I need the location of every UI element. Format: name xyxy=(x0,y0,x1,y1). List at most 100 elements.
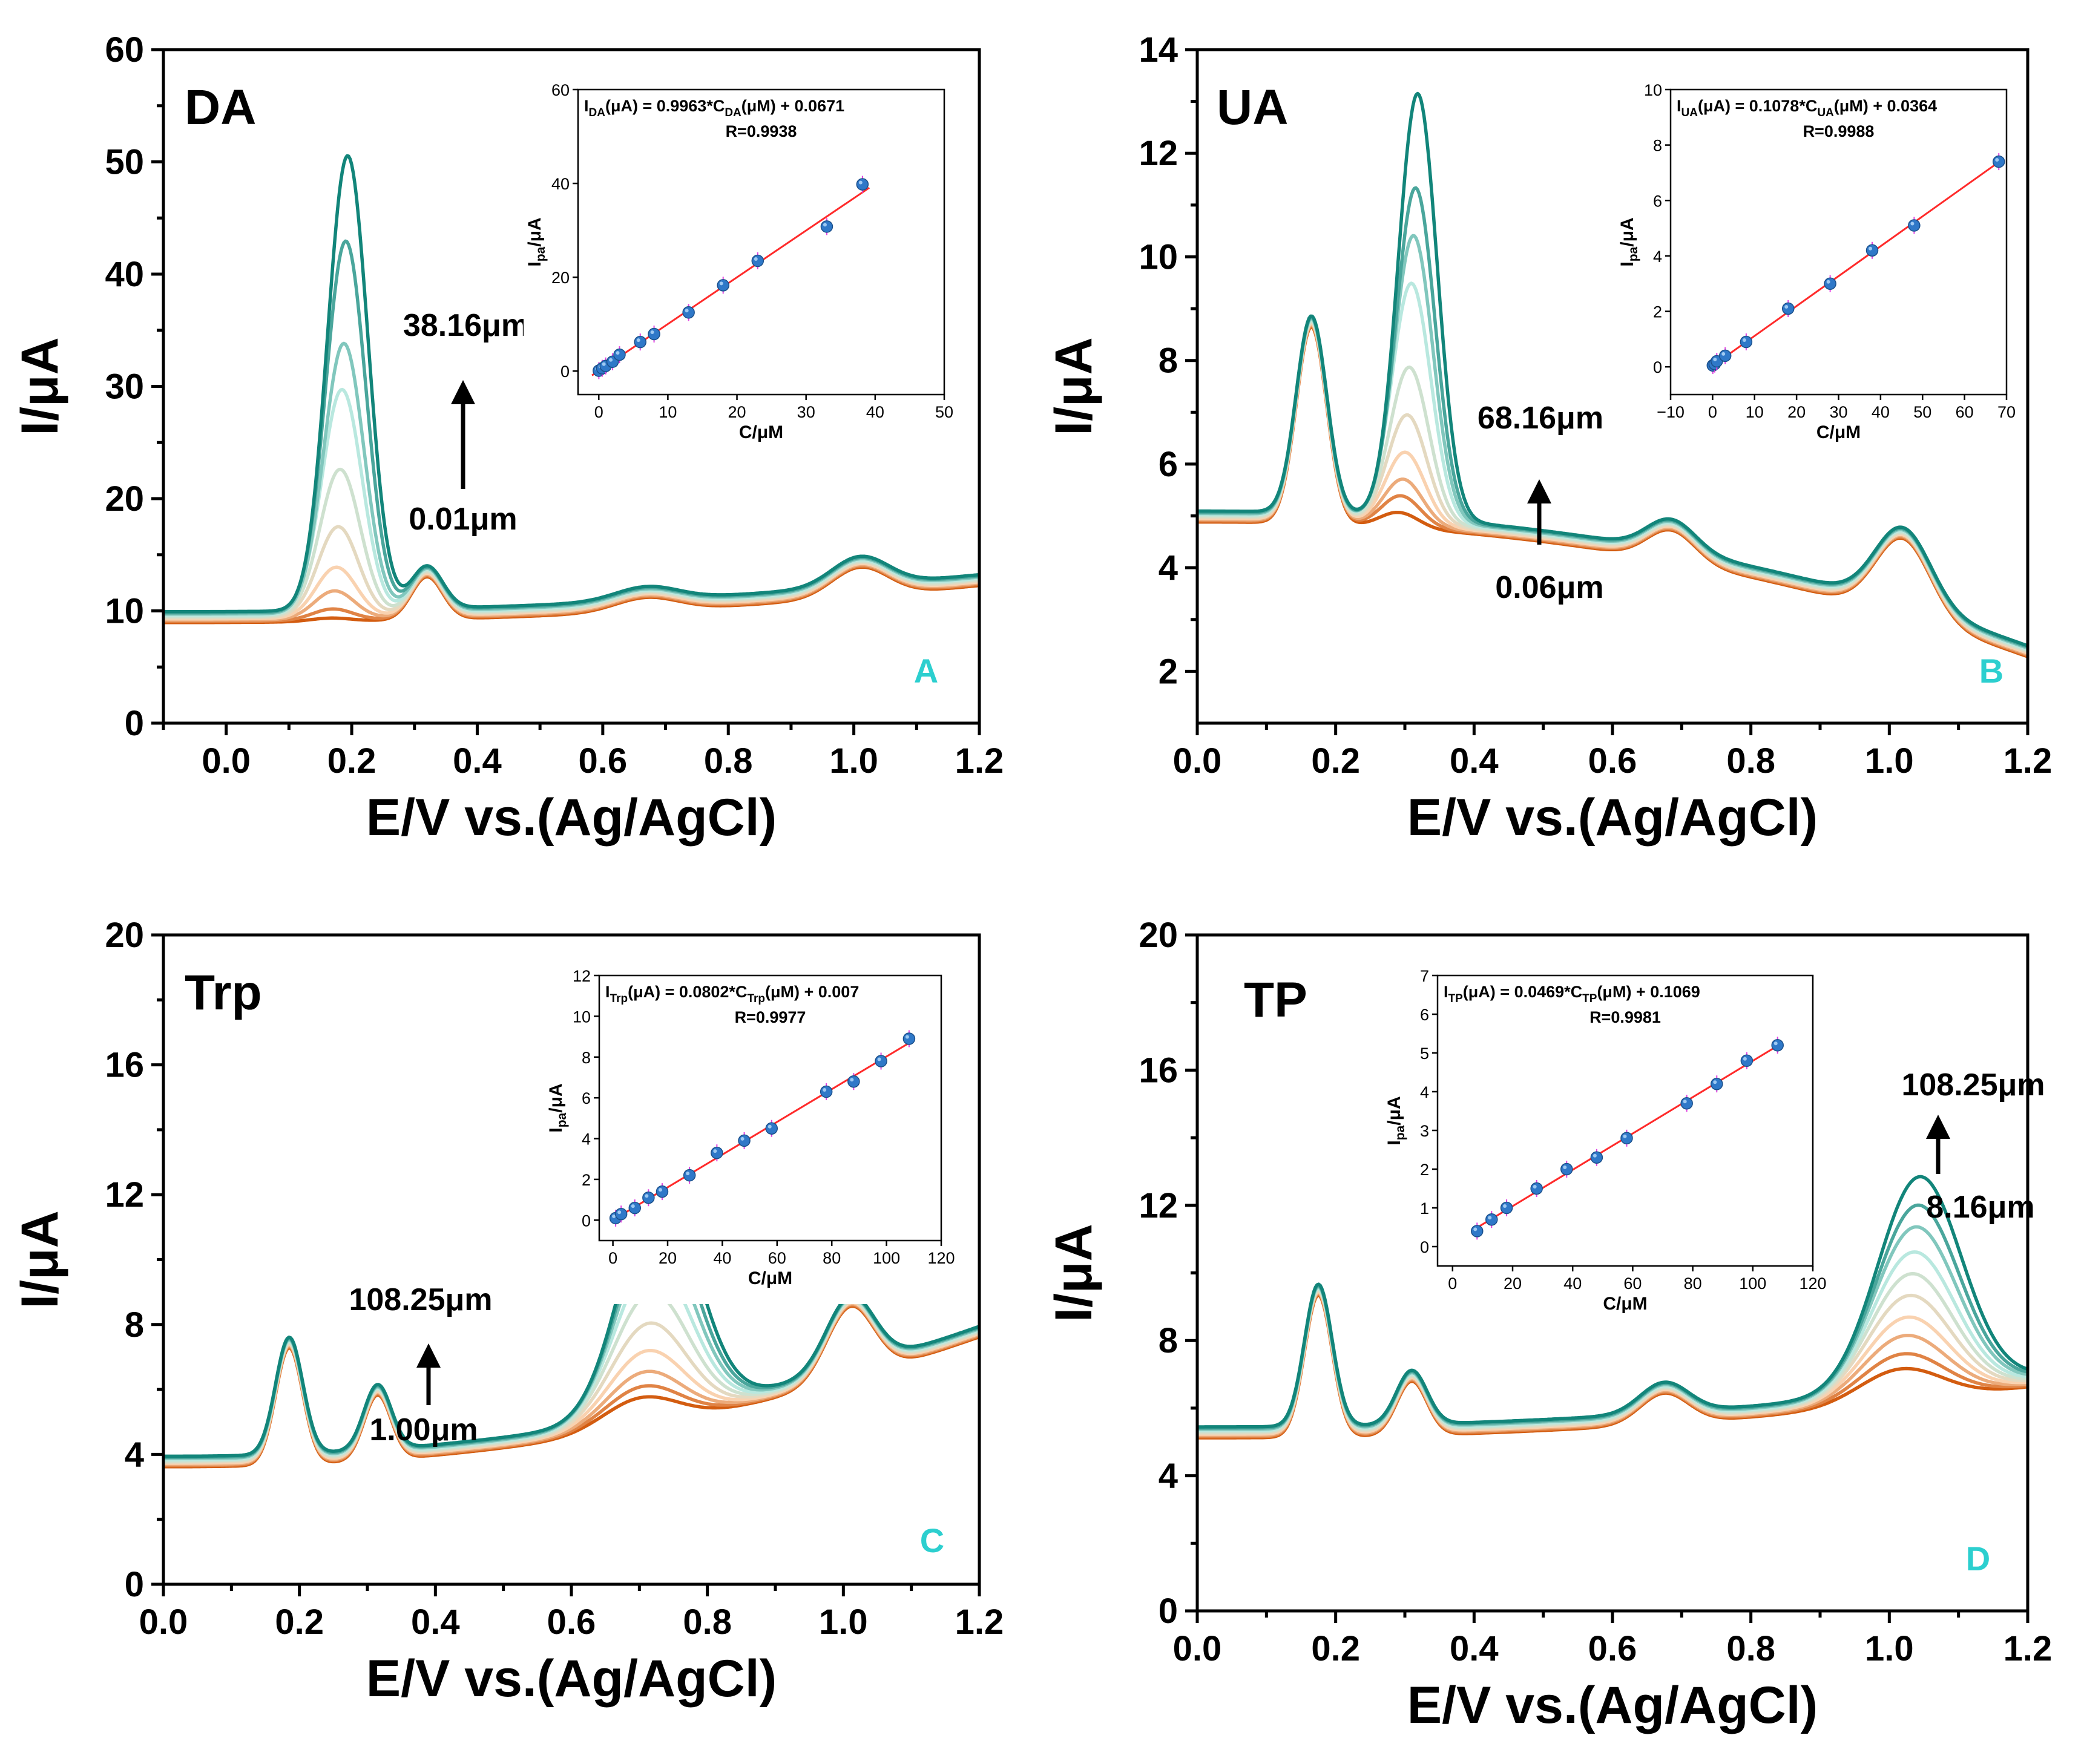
inset-x-tick-label: 60 xyxy=(1956,403,1974,421)
inset-data-point xyxy=(1590,1151,1603,1164)
concentration-low-label: 1.00μm xyxy=(369,1412,478,1448)
inset-y-axis-label: Ipa/μA xyxy=(1384,1096,1407,1145)
inset-point-highlight xyxy=(768,1124,772,1129)
inset-data-point xyxy=(1824,277,1836,290)
inset-ylabel-sub: pa xyxy=(1626,246,1640,261)
inset-data-point xyxy=(1711,1077,1723,1090)
x-tick-label: 0.6 xyxy=(1588,741,1637,781)
inset-y-tick-label: 3 xyxy=(1420,1122,1429,1140)
inset-data-point xyxy=(765,1122,778,1135)
inset-equation-part: DA xyxy=(725,107,741,119)
inset-y-tick-label: 10 xyxy=(573,1008,591,1026)
inset-point-highlight xyxy=(1593,1153,1597,1158)
inset-point-highlight xyxy=(823,1088,827,1092)
voltammogram-curves xyxy=(1197,1175,2028,1440)
inset-data-point xyxy=(1485,1213,1498,1226)
inset-frame xyxy=(1436,974,1814,1267)
inset-x-tick-label: 20 xyxy=(1504,1274,1522,1293)
inset-equation-part: (μM) + 0.007 xyxy=(765,983,859,1001)
inset-x-tick-label: 100 xyxy=(1739,1274,1766,1293)
inset-ylabel-main: I xyxy=(546,1127,566,1132)
inset-point-highlight xyxy=(602,362,606,366)
inset-point-highlight xyxy=(1743,1057,1747,1061)
x-axis-label: E/V vs.(Ag/AgCl) xyxy=(366,789,777,847)
inset-data-point xyxy=(856,178,869,191)
inset-data-point xyxy=(648,327,660,341)
inset-y-tick-label: 4 xyxy=(1653,248,1662,266)
y-tick-label: 10 xyxy=(105,592,144,631)
panel-b: 0.0 0.2 0.4 0.6 0.8 1.0 1.2 2 4 6 8 10 12 14 E/V vs.(A… xyxy=(1045,30,2052,847)
inset-data-point xyxy=(614,1207,628,1221)
x-tick-label: 0.0 xyxy=(139,1602,188,1642)
inset-data-point xyxy=(1680,1097,1693,1110)
increase-arrow-icon xyxy=(416,1343,441,1368)
inset-y-tick-label: 0 xyxy=(582,1212,591,1230)
y-axis-label: I/μA xyxy=(11,337,69,436)
inset-r-value: R=0.9977 xyxy=(735,1008,806,1026)
voltammogram-curve xyxy=(163,467,980,618)
inset-point-highlight xyxy=(1488,1216,1492,1220)
inset-r-value: R=0.9938 xyxy=(726,122,797,140)
inset-equation-part: (μA) = 0.1078*C xyxy=(1698,97,1817,115)
inset-y-tick-label: 12 xyxy=(573,967,591,985)
inset-y-tick-label: 2 xyxy=(1653,303,1662,321)
voltammogram-curves xyxy=(1197,91,2028,658)
inset-point-highlight xyxy=(905,1035,909,1039)
inset-equation-part: UA xyxy=(1817,107,1834,119)
inset-x-tick-label: 40 xyxy=(866,403,884,421)
inset-point-highlight xyxy=(1995,158,1999,162)
analyte-label: UA xyxy=(1217,80,1288,135)
inset-r-value: R=0.9981 xyxy=(1589,1008,1661,1026)
y-tick-label: 20 xyxy=(105,479,144,519)
inset-y-tick-label: 6 xyxy=(582,1089,591,1107)
inset-point-highlight xyxy=(686,1172,690,1176)
inset-data-point xyxy=(820,1085,833,1098)
inset-point-highlight xyxy=(1784,304,1789,309)
inset-frame xyxy=(598,974,942,1242)
inset-equation-part: (μM) + 0.0364 xyxy=(1834,97,1937,115)
inset-data-point xyxy=(613,348,626,361)
inset-y-axis-label: Ipa/μA xyxy=(525,217,548,266)
inset-ylabel-sub: pa xyxy=(1393,1125,1407,1140)
y-axis-label: I/μA xyxy=(1045,1224,1103,1322)
inset-point-highlight xyxy=(1623,1134,1627,1138)
inset-equation-part: (μM) + 0.0671 xyxy=(741,97,844,115)
inset-point-highlight xyxy=(658,1188,662,1192)
inset-data-point xyxy=(628,1201,642,1215)
inset-y-tick-label: 8 xyxy=(1653,137,1662,155)
inset-x-tick-label: 20 xyxy=(728,403,746,421)
inset-x-tick-label: 40 xyxy=(1563,1274,1582,1293)
concentration-high-label: 68.16μm xyxy=(1478,401,1603,436)
y-tick-label: 14 xyxy=(1139,30,1178,70)
inset-data-point xyxy=(1718,349,1732,362)
inset-data-point xyxy=(1530,1182,1543,1195)
inset-point-highlight xyxy=(1773,1041,1778,1046)
inset-ylabel-main: I xyxy=(1617,261,1637,266)
inset-background xyxy=(524,84,953,458)
x-tick-label: 0.8 xyxy=(704,741,753,781)
inset-data-point xyxy=(642,1191,655,1204)
x-tick-label: 0.6 xyxy=(547,1602,596,1642)
inset-equation-part: TP xyxy=(1448,992,1464,1005)
inset-x-tick-label: 10 xyxy=(659,403,677,421)
inset-y-tick-label: 8 xyxy=(582,1049,591,1067)
inset-y-tick-label: 0 xyxy=(1420,1238,1429,1256)
inset-ylabel-unit: /μA xyxy=(1384,1096,1404,1125)
inset-background xyxy=(1616,84,2016,458)
inset-ylabel-sub: pa xyxy=(555,1112,569,1127)
y-tick-label: 16 xyxy=(1139,1051,1178,1090)
inset-equation-part: UA xyxy=(1681,107,1698,119)
inset-y-tick-label: 4 xyxy=(582,1130,591,1149)
inset-equation: IUA(μA) = 0.1078*CUA(μM) + 0.0364 xyxy=(1677,97,1937,119)
voltammogram-curve xyxy=(163,1302,980,1466)
voltammogram-curve xyxy=(163,1303,980,1467)
concentration-low-label: 8.16μm xyxy=(1926,1190,2034,1225)
voltammogram-curve xyxy=(1197,1175,2028,1429)
inset-x-axis-label: C/μM xyxy=(1603,1294,1647,1314)
x-tick-label: 0.0 xyxy=(1173,1629,1222,1668)
concentration-high-label: 38.16μm xyxy=(403,308,529,343)
